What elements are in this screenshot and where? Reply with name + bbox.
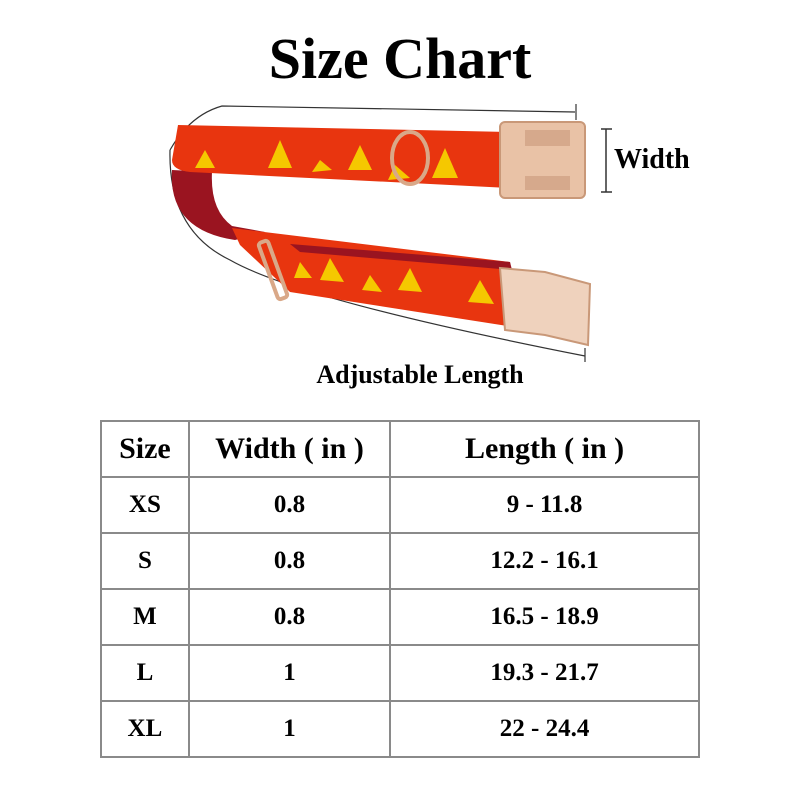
page-title: Size Chart <box>268 26 532 91</box>
collar-image <box>169 104 612 362</box>
size-table: Size Width ( in ) Length ( in ) XS 0.8 9… <box>100 420 700 758</box>
width-cell: 0.8 <box>187 532 392 590</box>
header-size: Size <box>100 420 190 478</box>
size-cell: S <box>100 532 190 590</box>
table-row: XS 0.8 9 - 11.8 <box>100 476 700 534</box>
width-cell: 0.8 <box>187 476 392 534</box>
width-label: Width <box>614 144 690 175</box>
table-header-row: Size Width ( in ) Length ( in ) <box>100 420 700 478</box>
length-cell: 22 - 24.4 <box>389 700 700 758</box>
table-row: S 0.8 12.2 - 16.1 <box>100 532 700 590</box>
length-cell: 9 - 11.8 <box>389 476 700 534</box>
table-row: M 0.8 16.5 - 18.9 <box>100 588 700 646</box>
length-cell: 16.5 - 18.9 <box>389 588 700 646</box>
table-row: XL 1 22 - 24.4 <box>100 700 700 758</box>
size-cell: XL <box>100 700 190 758</box>
size-cell: XS <box>100 476 190 534</box>
table-row: L 1 19.3 - 21.7 <box>100 644 700 702</box>
width-cell: 0.8 <box>187 588 392 646</box>
length-cell: 19.3 - 21.7 <box>389 644 700 702</box>
header-width: Width ( in ) <box>187 420 392 478</box>
header-length: Length ( in ) <box>389 420 700 478</box>
width-cell: 1 <box>187 700 392 758</box>
size-cell: M <box>100 588 190 646</box>
size-cell: L <box>100 644 190 702</box>
length-label: Adjustable Length <box>316 360 524 389</box>
width-cell: 1 <box>187 644 392 702</box>
length-cell: 12.2 - 16.1 <box>389 532 700 590</box>
